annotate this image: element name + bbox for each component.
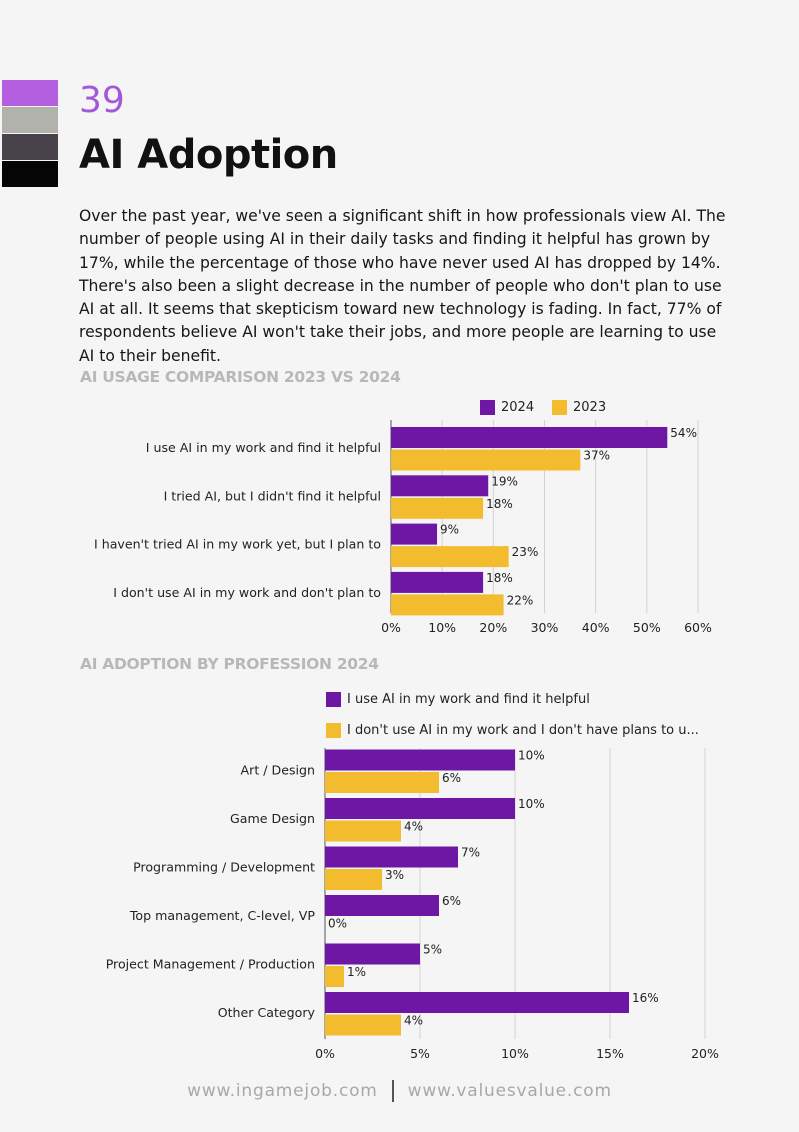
color-swatch-4 (2, 161, 58, 187)
bar-2024-i-tried-ai-but-i-didn-t-find-it-helpful (391, 475, 489, 497)
data-label-i-don-t-use-ai-in-my-work-and-i-don-t-have-plans-to-u-other-category: 4% (404, 1014, 423, 1028)
data-label-2023-i-use-ai-in-my-work-and-find-it-helpful: 37% (583, 449, 610, 463)
chart1-legend-label-2023: 2023 (573, 400, 607, 415)
bar-2023-i-use-ai-in-my-work-and-find-it-helpful (391, 449, 581, 471)
bar-2023-i-tried-ai-but-i-didn-t-find-it-helpful (391, 497, 484, 519)
x-tick-label-15: 15% (596, 1046, 624, 1058)
x-tick-label-60: 60% (684, 620, 712, 635)
footer: www.ingamejob.com www.valuesvalue.com (0, 1080, 799, 1102)
data-label-i-use-ai-in-my-work-and-find-it-helpful-project-management-production: 5% (423, 943, 442, 957)
chart2-legend-label-no-plans: I don't use AI in my work and I don't ha… (347, 723, 699, 738)
x-tick-label-10: 10% (501, 1046, 529, 1058)
bar-i-don-t-use-ai-in-my-work-and-i-don-t-have-plans-to-u-other-category (325, 1014, 401, 1036)
x-tick-label-20: 20% (479, 620, 507, 635)
data-label-i-use-ai-in-my-work-and-find-it-helpful-programming-development: 7% (461, 846, 480, 860)
data-label-i-don-t-use-ai-in-my-work-and-i-don-t-have-plans-to-u-project-management-production: 1% (347, 965, 366, 979)
chart2-adoption-by-profession: 0% 5% 10% 15% 20% Art / Design 10% 6% Game Desig… (106, 748, 719, 1058)
data-label-2023-i-tried-ai-but-i-didn-t-find-it-helpful: 18% (486, 497, 513, 511)
data-label-2024-i-tried-ai-but-i-didn-t-find-it-helpful: 19% (491, 474, 518, 488)
page-number: 39 (79, 80, 125, 121)
bar-i-use-ai-in-my-work-and-find-it-helpful-project-management-production (325, 943, 420, 965)
category-label-project-management-production: Project Management / Production (106, 957, 315, 972)
chart2-legend-swatch-no-plans (326, 723, 341, 738)
x-tick-label-0: 0% (381, 620, 401, 635)
chart2-legend-swatch-helpful (326, 692, 341, 707)
x-tick-label-0: 0% (315, 1046, 335, 1058)
category-label-game-design: Game Design (230, 811, 315, 826)
chart2-legend-helpful: I use AI in my work and find it helpful (326, 692, 590, 707)
category-label-i-use-ai-in-my-work-and-find-it-helpful: I use AI in my work and find it helpful (146, 440, 381, 455)
x-tick-label-40: 40% (582, 620, 610, 635)
chart1-legend-2023: 2023 (552, 400, 606, 415)
data-label-i-use-ai-in-my-work-and-find-it-helpful-game-design: 10% (518, 797, 545, 811)
category-label-programming-development: Programming / Development (133, 860, 315, 875)
bar-i-use-ai-in-my-work-and-find-it-helpful-other-category (325, 992, 629, 1013)
bar-i-use-ai-in-my-work-and-find-it-helpful-game-design (325, 798, 515, 819)
x-tick-label-5: 5% (410, 1046, 430, 1058)
bar-i-use-ai-in-my-work-and-find-it-helpful-art-design (325, 749, 515, 771)
chart1-usage-comparison: 0% 10% 20% 30% 40% 50% 60% I use AI in my work … (94, 420, 712, 635)
data-label-2024-i-haven-t-tried-ai-in-my-work-yet-but-i-plan-to: 9% (440, 523, 459, 537)
data-label-i-don-t-use-ai-in-my-work-and-i-don-t-have-plans-to-u-top-management-c-level-vp: 0% (328, 917, 347, 931)
data-label-i-use-ai-in-my-work-and-find-it-helpful-art-design: 10% (518, 749, 545, 763)
chart1-title: AI USAGE COMPARISON 2023 VS 2024 (80, 368, 401, 386)
category-label-i-don-t-use-ai-in-my-work-and-don-t-plan-to: I don't use AI in my work and don't plan… (113, 585, 381, 600)
x-tick-label-10: 10% (428, 620, 456, 635)
chart1-legend-2024: 2024 (480, 400, 534, 415)
bar-2024-i-haven-t-tried-ai-in-my-work-yet-but-i-plan-to (391, 523, 438, 545)
data-label-i-don-t-use-ai-in-my-work-and-i-don-t-have-plans-to-u-programming-development: 3% (385, 868, 404, 882)
bar-i-use-ai-in-my-work-and-find-it-helpful-top-management-c-level-vp (325, 895, 439, 916)
data-label-2024-i-don-t-use-ai-in-my-work-and-don-t-plan-to: 18% (486, 571, 513, 585)
bar-i-don-t-use-ai-in-my-work-and-i-don-t-have-plans-to-u-programming-development (325, 869, 382, 890)
bar-i-don-t-use-ai-in-my-work-and-i-don-t-have-plans-to-u-art-design (325, 772, 439, 793)
chart2-title: AI ADOPTION BY PROFESSION 2024 (80, 655, 379, 673)
category-label-top-management-c-level-vp: Top management, C-level, VP (129, 908, 316, 923)
bar-2023-i-haven-t-tried-ai-in-my-work-yet-but-i-plan-to (391, 546, 509, 568)
color-swatch-2 (2, 107, 58, 133)
category-label-art-design: Art / Design (241, 763, 315, 778)
data-label-i-use-ai-in-my-work-and-find-it-helpful-other-category: 16% (632, 991, 659, 1005)
bar-i-don-t-use-ai-in-my-work-and-i-don-t-have-plans-to-u-project-management-production (325, 966, 344, 987)
bar-2024-i-use-ai-in-my-work-and-find-it-helpful (391, 427, 668, 448)
data-label-2024-i-use-ai-in-my-work-and-find-it-helpful: 54% (670, 426, 697, 440)
x-tick-label-20: 20% (691, 1046, 719, 1058)
data-label-i-don-t-use-ai-in-my-work-and-i-don-t-have-plans-to-u-game-design: 4% (404, 820, 423, 834)
page-title: AI Adoption (79, 132, 338, 178)
x-tick-label-50: 50% (633, 620, 661, 635)
chart1-legend-label-2024: 2024 (501, 400, 535, 415)
chart2-legend-label-helpful: I use AI in my work and find it helpful (347, 692, 590, 707)
chart2-legend-no-plans: I don't use AI in my work and I don't ha… (326, 723, 699, 738)
footer-divider (391, 1080, 394, 1102)
category-label-i-haven-t-tried-ai-in-my-work-yet-but-i-plan-to: I haven't tried AI in my work yet, but I… (94, 537, 381, 552)
bar-2023-i-don-t-use-ai-in-my-work-and-don-t-plan-to (391, 594, 504, 616)
data-label-2023-i-don-t-use-ai-in-my-work-and-don-t-plan-to: 22% (507, 593, 534, 607)
category-label-i-tried-ai-but-i-didn-t-find-it-helpful: I tried AI, but I didn't find it helpful (164, 488, 381, 503)
data-label-2023-i-haven-t-tried-ai-in-my-work-yet-but-i-plan-to: 23% (512, 545, 539, 559)
x-tick-label-30: 30% (531, 620, 559, 635)
bar-i-don-t-use-ai-in-my-work-and-i-don-t-have-plans-to-u-game-design (325, 820, 401, 842)
intro-paragraph: Over the past year, we've seen a signifi… (79, 207, 726, 365)
footer-link-valuesvalue[interactable]: www.valuesvalue.com (407, 1081, 612, 1101)
bar-2024-i-don-t-use-ai-in-my-work-and-don-t-plan-to (391, 571, 484, 593)
chart1-legend-swatch-2023 (552, 400, 567, 415)
category-label-other-category: Other Category (218, 1005, 316, 1020)
data-label-i-use-ai-in-my-work-and-find-it-helpful-top-management-c-level-vp: 6% (442, 894, 461, 908)
chart1-legend-swatch-2024 (480, 400, 495, 415)
footer-link-ingamejob[interactable]: www.ingamejob.com (187, 1081, 378, 1101)
bar-i-use-ai-in-my-work-and-find-it-helpful-programming-development (325, 846, 458, 868)
color-swatch-3 (2, 134, 58, 160)
data-label-i-don-t-use-ai-in-my-work-and-i-don-t-have-plans-to-u-art-design: 6% (442, 771, 461, 785)
color-swatch-1 (2, 80, 58, 106)
